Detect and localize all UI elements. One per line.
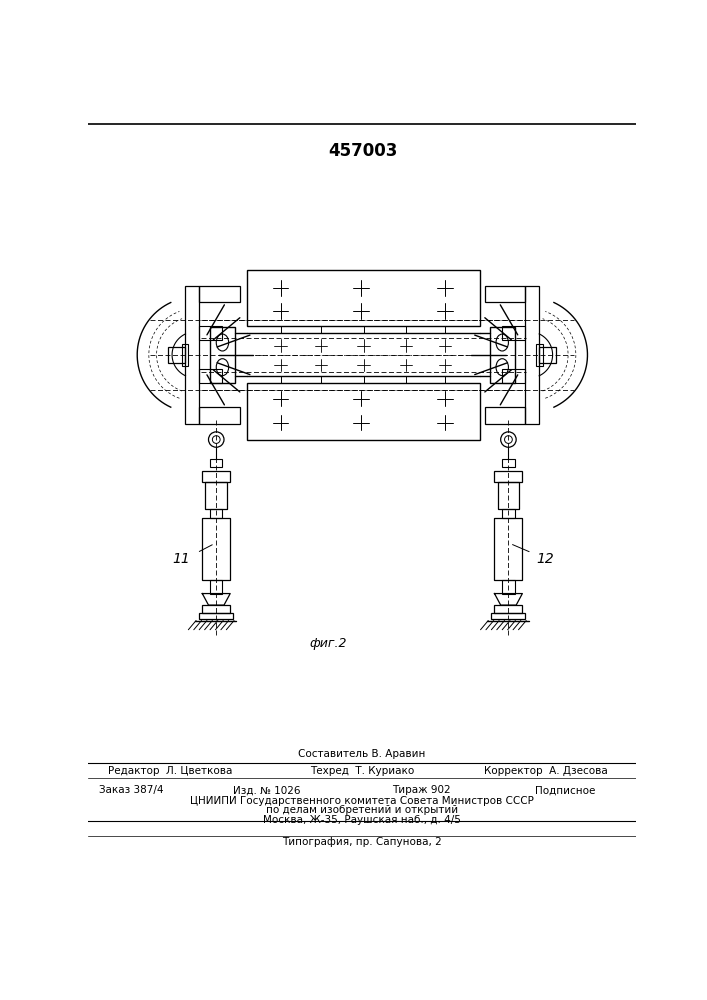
Bar — [502, 369, 525, 383]
Bar — [168, 347, 185, 363]
Bar — [491, 613, 525, 619]
Bar — [247, 383, 480, 440]
Bar — [494, 471, 522, 482]
Text: Техред  Т. Куриако: Техред Т. Куриако — [310, 766, 414, 776]
Bar — [539, 347, 556, 363]
Text: 12: 12 — [537, 552, 554, 566]
Bar — [525, 286, 539, 424]
Text: Москва, Ж-35, Раушская наб., д. 4/5: Москва, Ж-35, Раушская наб., д. 4/5 — [263, 815, 461, 825]
Bar — [502, 580, 515, 594]
Bar — [202, 605, 230, 613]
Text: Типография, пр. Сапунова, 2: Типография, пр. Сапунова, 2 — [282, 837, 442, 847]
Bar — [498, 482, 519, 509]
Bar — [210, 459, 223, 466]
Text: Изд. № 1026: Изд. № 1026 — [233, 785, 300, 795]
Bar — [199, 407, 240, 424]
Bar — [199, 369, 223, 383]
Text: Тираж 902: Тираж 902 — [392, 785, 451, 795]
Text: 457003: 457003 — [328, 142, 397, 160]
Bar — [185, 286, 199, 424]
Bar — [502, 326, 525, 340]
Text: Корректор  А. Дзесова: Корректор А. Дзесова — [484, 766, 607, 776]
Bar — [247, 270, 480, 326]
Bar — [210, 580, 223, 594]
Bar — [206, 482, 227, 509]
Text: Редактор  Л. Цветкова: Редактор Л. Цветкова — [107, 766, 232, 776]
Text: 11: 11 — [173, 552, 190, 566]
Bar — [199, 286, 240, 302]
Bar — [182, 344, 188, 366]
Bar — [199, 326, 223, 340]
Bar — [537, 344, 542, 366]
Bar — [494, 518, 522, 580]
Bar — [210, 327, 235, 383]
Bar — [199, 613, 233, 619]
Bar — [502, 459, 515, 466]
Text: по делам изобретений и открытий: по делам изобретений и открытий — [266, 805, 458, 815]
Text: Составитель В. Аравин: Составитель В. Аравин — [298, 749, 426, 759]
Bar — [210, 509, 223, 518]
Bar — [490, 327, 515, 383]
Text: Заказ 387/4: Заказ 387/4 — [99, 785, 163, 795]
Bar — [202, 471, 230, 482]
Bar — [502, 509, 515, 518]
Bar — [494, 605, 522, 613]
Text: фиг.2: фиг.2 — [310, 637, 347, 650]
Bar — [485, 407, 525, 424]
Text: Подписное: Подписное — [534, 785, 595, 795]
Bar — [202, 518, 230, 580]
Text: ЦНИИПИ Государственного комитета Совета Министров СССР: ЦНИИПИ Государственного комитета Совета … — [190, 796, 534, 806]
Bar — [485, 286, 525, 302]
